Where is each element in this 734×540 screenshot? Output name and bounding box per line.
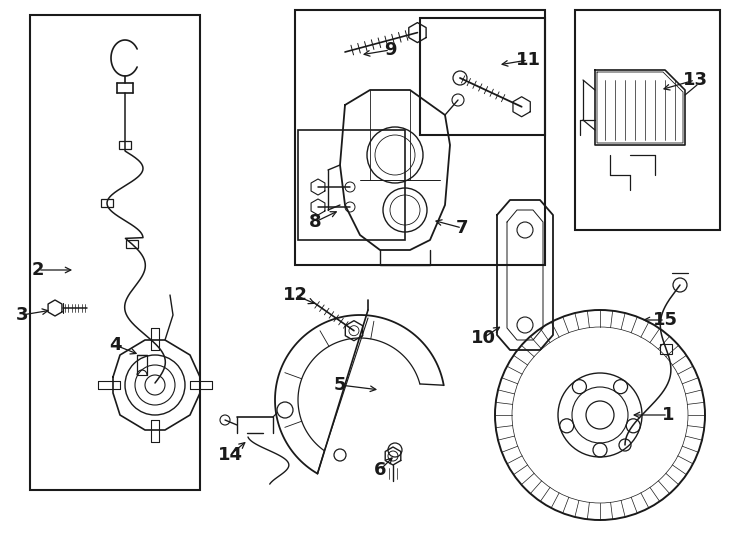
Text: 9: 9 — [384, 41, 396, 59]
Text: 1: 1 — [662, 406, 675, 424]
Text: 15: 15 — [653, 311, 677, 329]
Bar — [298, 130, 405, 240]
Bar — [661, 345, 672, 354]
Bar — [119, 141, 131, 149]
Bar — [295, 10, 545, 265]
Text: 4: 4 — [109, 336, 121, 354]
Bar — [30, 15, 200, 490]
Text: 13: 13 — [683, 71, 708, 89]
Bar — [101, 199, 113, 207]
Text: 10: 10 — [470, 329, 495, 347]
Text: 6: 6 — [374, 461, 386, 479]
Text: 2: 2 — [32, 261, 44, 279]
Bar — [575, 10, 720, 230]
Text: 8: 8 — [309, 213, 321, 231]
Text: 3: 3 — [15, 306, 28, 324]
Text: 11: 11 — [515, 51, 540, 69]
Bar — [420, 18, 545, 135]
Text: 12: 12 — [283, 286, 308, 304]
Text: 14: 14 — [217, 446, 242, 464]
Bar — [126, 240, 138, 248]
Text: 5: 5 — [334, 376, 346, 394]
Text: 7: 7 — [456, 219, 468, 237]
